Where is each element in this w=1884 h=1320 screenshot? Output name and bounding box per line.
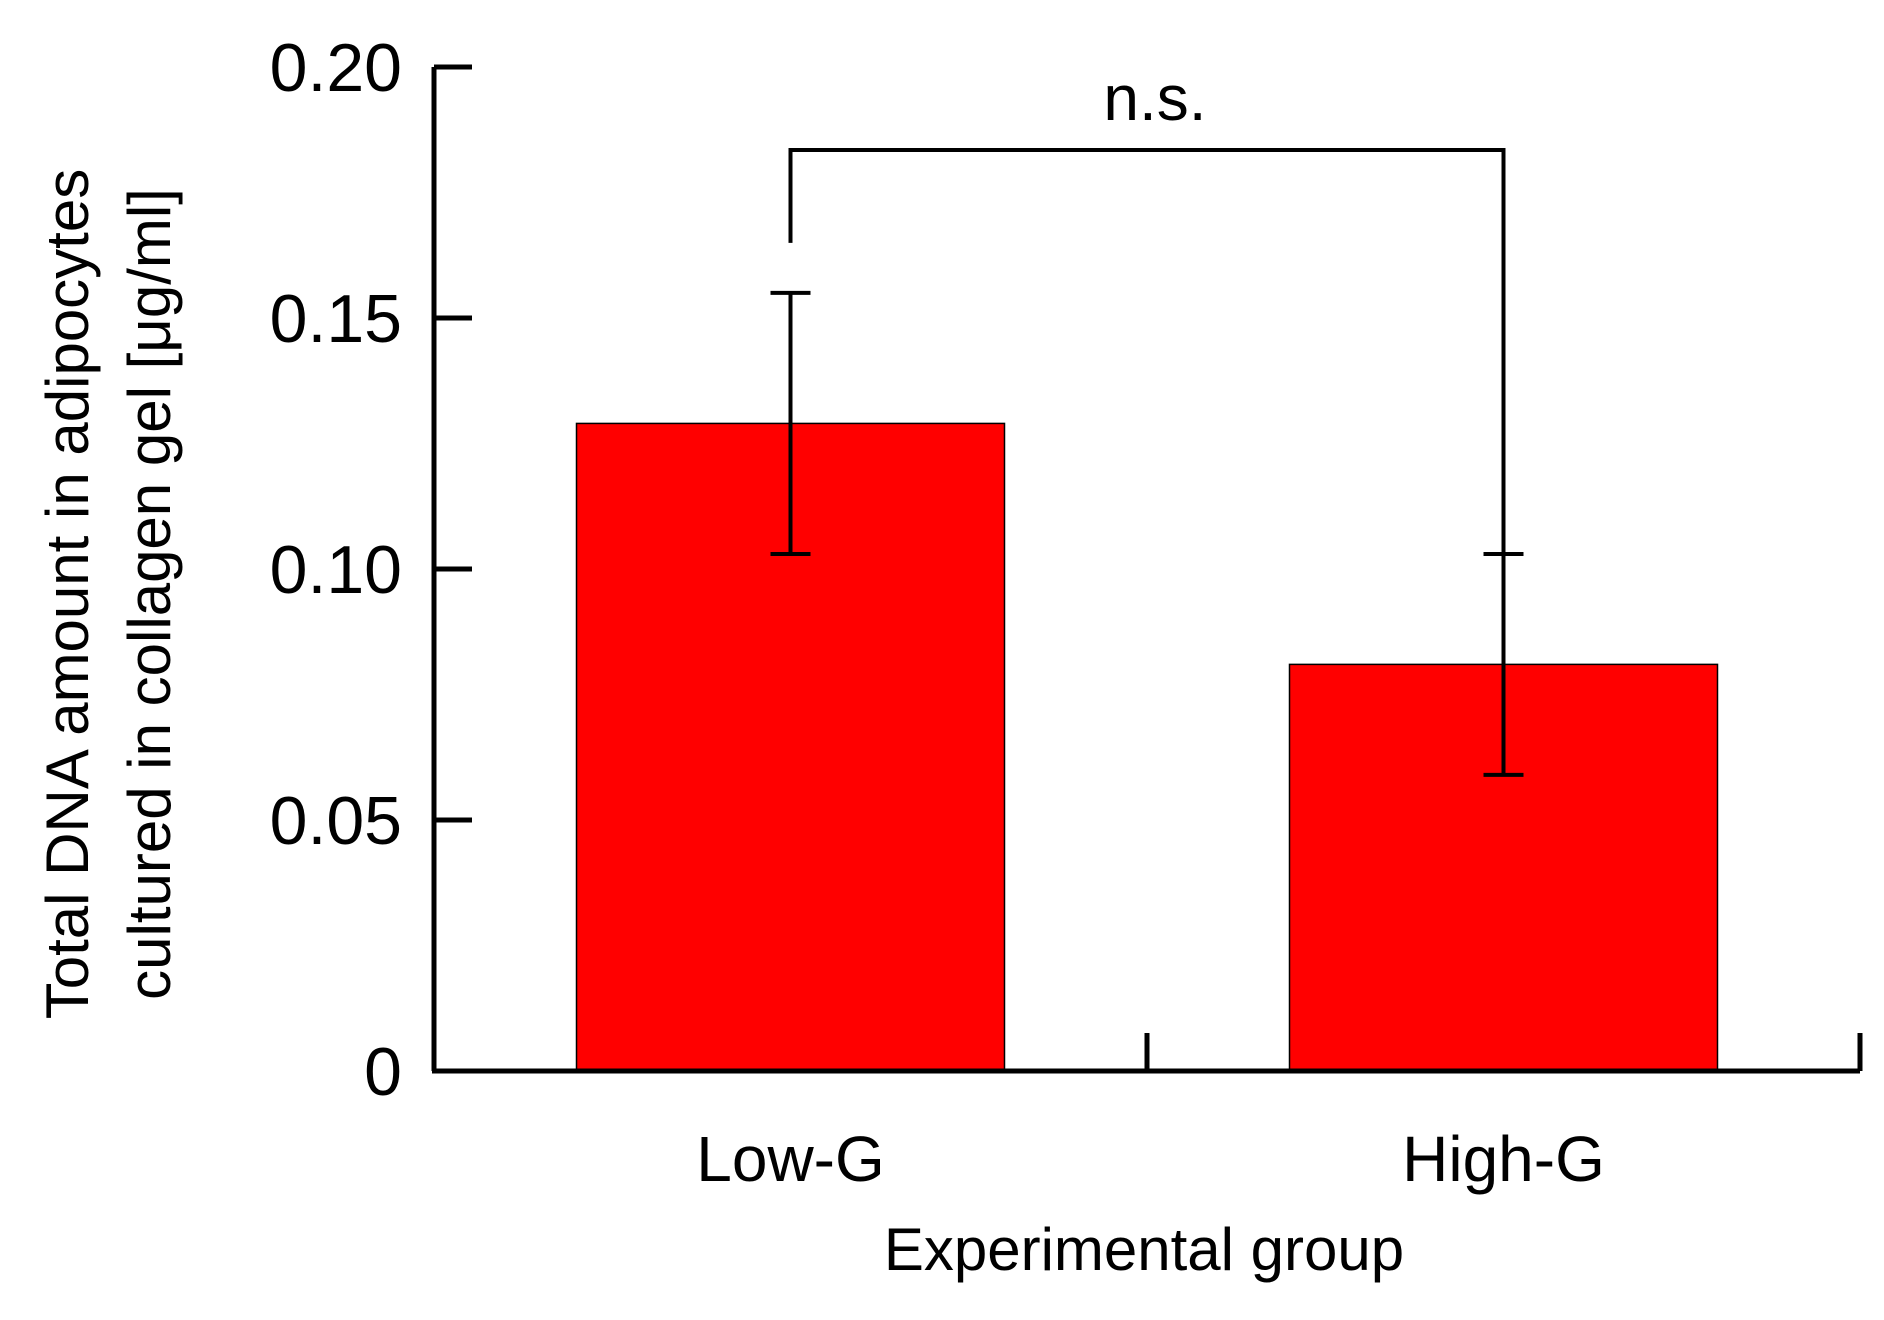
significance-label: n.s. [1103, 62, 1206, 134]
y-tick-label: 0 [364, 1034, 402, 1110]
x-tick-label-high-g: High-G [1402, 1123, 1605, 1195]
y-axis-title-line-2: cultured in collagen gel [μg/ml] [116, 188, 183, 1000]
x-tick-label-low-g: Low-G [696, 1123, 885, 1195]
y-tick-label: 0.15 [270, 281, 402, 357]
y-axis-title-line-1: Total DNA amount in adipocytes [34, 169, 101, 1019]
bracket-line [788, 148, 1506, 665]
x-axis-title: Experimental group [884, 1216, 1404, 1283]
x-ticks-group: Low-G High-G [696, 1033, 1863, 1195]
y-ticks-group: 0 0.05 0.10 0.15 0.20 [270, 30, 472, 1110]
significance-bracket: n.s. [788, 62, 1506, 665]
y-axis-title: Total DNA amount in adipocytes cultured … [34, 169, 183, 1019]
bars-group [575, 422, 1719, 1072]
y-tick-label: 0.10 [270, 532, 402, 608]
y-tick-label: 0.05 [270, 783, 402, 859]
y-tick-label: 0.20 [270, 30, 402, 106]
